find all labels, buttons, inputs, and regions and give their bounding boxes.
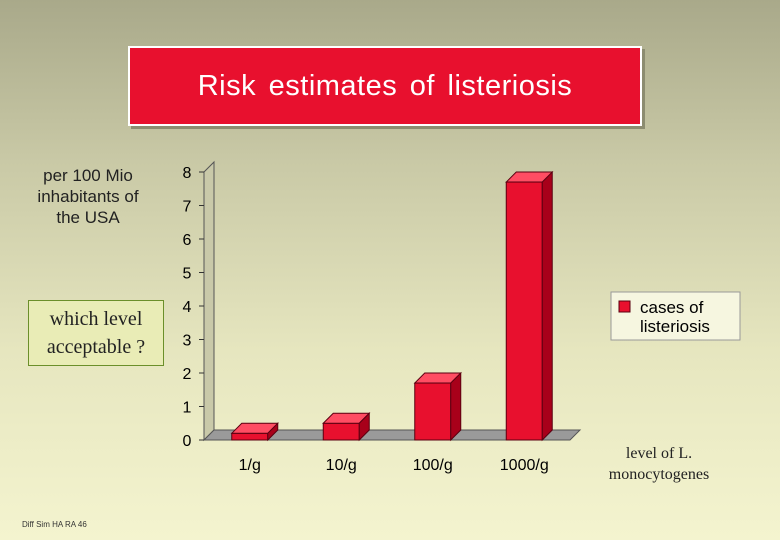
title-banner: Risk estimates of listeriosis bbox=[128, 46, 642, 126]
x-tick-label: 100/g bbox=[413, 457, 453, 474]
bar-front bbox=[322, 422, 360, 441]
chart-title: Risk estimates of listeriosis bbox=[197, 69, 573, 102]
bar-side bbox=[541, 170, 553, 442]
y-tick-label: 8 bbox=[183, 165, 192, 182]
y-tick-label: 4 bbox=[183, 299, 192, 316]
y-tick-label: 7 bbox=[183, 199, 192, 216]
legend-swatch bbox=[618, 300, 631, 313]
bar bbox=[230, 422, 279, 442]
y-tick-label: 5 bbox=[183, 266, 192, 283]
bar-front bbox=[231, 432, 269, 441]
bar-front bbox=[414, 382, 452, 441]
y-tick-label: 6 bbox=[183, 232, 192, 249]
question-box: which level acceptable ? bbox=[28, 300, 164, 366]
x-axis-label: level of L. monocytogenes bbox=[608, 445, 710, 483]
x-tick-label: 1000/g bbox=[500, 457, 549, 474]
y-tick-label: 2 bbox=[183, 366, 192, 383]
bar-side bbox=[267, 422, 279, 442]
legend-box bbox=[610, 291, 741, 341]
y-tick-label: 0 bbox=[183, 433, 192, 450]
y-axis-wall bbox=[203, 160, 215, 442]
question-text: which level acceptable ? bbox=[46, 308, 146, 358]
bar-side bbox=[358, 412, 370, 442]
x-tick-label: 1/g bbox=[239, 457, 261, 474]
bar bbox=[505, 170, 554, 442]
y-tick-label: 3 bbox=[183, 333, 192, 350]
bar-side bbox=[450, 371, 462, 442]
y-tick-label: 1 bbox=[183, 400, 192, 417]
footer-code: Diff Sim HA RA 46 bbox=[22, 520, 87, 529]
population-note: per 100 Mio inhabitants of the USA bbox=[37, 166, 139, 227]
bar bbox=[322, 412, 371, 442]
bar-front bbox=[505, 181, 543, 441]
bar bbox=[413, 371, 462, 442]
x-tick-label: 10/g bbox=[326, 457, 357, 474]
legend-label: cases of listeriosis bbox=[640, 298, 710, 336]
